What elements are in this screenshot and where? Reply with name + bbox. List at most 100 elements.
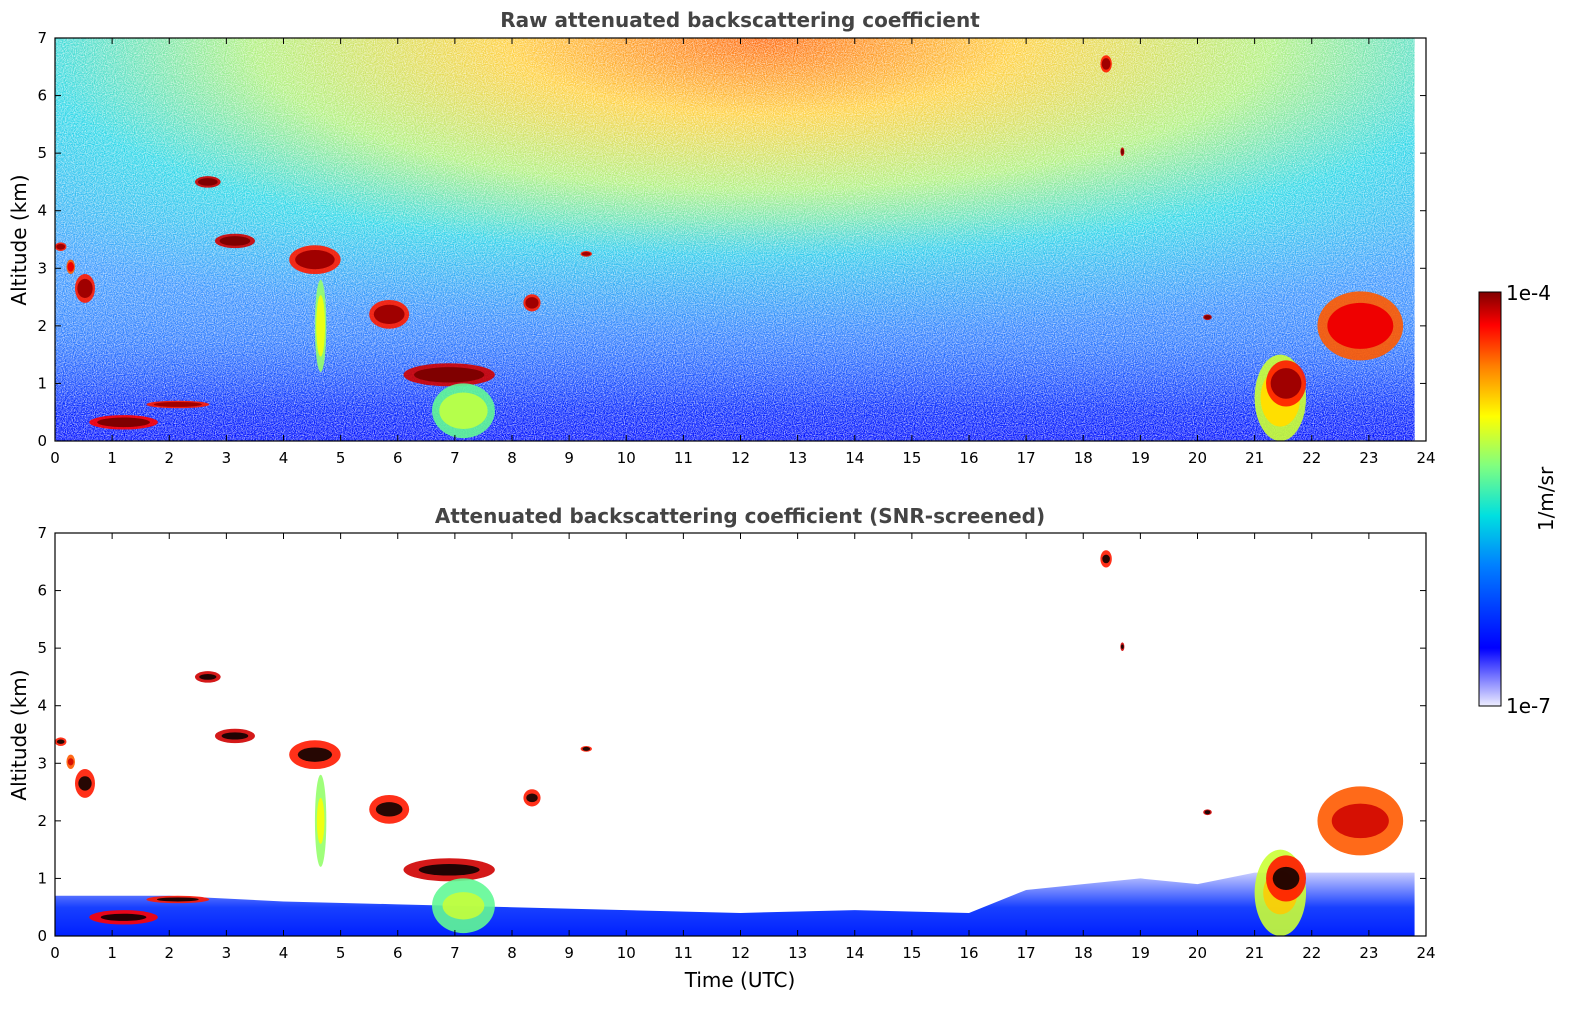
y-tick-label: 6 [37,87,47,105]
colorbar: 1e-4 1e-7 1/m/sr [1478,281,1558,718]
screened-cloud-core [297,747,333,762]
screened-cloud-core [1272,866,1300,890]
x-tick-label: 15 [902,449,921,467]
x-tick-label: 0 [50,449,60,467]
raw-noise-speckle [55,38,1415,441]
screened-cloud-core [418,864,480,876]
x-tick-label: 15 [902,944,921,962]
y-tick-label: 3 [37,754,47,772]
x-tick-label: 1 [107,944,117,962]
x-tick-label: 10 [617,944,636,962]
x-tick-label: 22 [1302,449,1321,467]
x-tick-label: 24 [1416,449,1435,467]
cloud-core [1204,315,1211,320]
x-tick-label: 19 [1131,449,1150,467]
y-tick-label: 6 [37,582,47,600]
y-tick-label: 0 [37,927,47,945]
x-tick-label: 11 [674,944,693,962]
cloud-core [197,178,218,186]
y-tick-label: 2 [37,812,47,830]
screened-y-axis-label: Altitude (km) [7,669,31,800]
x-tick-label: 0 [50,944,60,962]
x-tick-label: 8 [507,449,517,467]
screened-axes-frame [54,532,1427,937]
cloud-core [581,251,591,256]
y-tick-label: 0 [37,432,47,450]
colorbar-scale [1478,291,1502,707]
colorbar-min-label: 1e-7 [1506,694,1551,718]
screened-cloud-core [78,776,92,791]
raw-panel-title: Raw attenuated backscattering coefficien… [500,8,980,32]
y-tick-label: 2 [37,317,47,335]
x-tick-label: 22 [1302,944,1321,962]
screened-panel: Attenuated backscattering coefficient (S… [7,504,1436,992]
x-tick-label: 5 [336,944,346,962]
screened-cloud-layers [55,550,1404,936]
x-tick-label: 17 [1017,944,1036,962]
y-tick-label: 3 [37,259,47,277]
x-tick-label: 14 [845,449,864,467]
screened-cloud-core [100,913,147,921]
cloud-core [373,304,405,324]
cloud-core [1120,148,1124,155]
screened-cloud-core [67,758,74,766]
x-tick-label: 7 [450,449,460,467]
x-tick-label: 8 [507,944,517,962]
screened-cloud-core [582,746,591,751]
screened-y-axis: 0 1 2 3 4 5 6 7 [37,524,1426,945]
x-tick-label: 3 [222,449,232,467]
screened-cloud-core [375,802,403,817]
cloud-core [219,236,251,246]
boundary-layer-signal [55,872,1415,936]
x-tick-label: 5 [336,449,346,467]
cloud-core [439,392,488,430]
x-tick-label: 20 [1188,944,1207,962]
cloud-core [1101,58,1111,70]
x-tick-label: 2 [164,449,174,467]
x-tick-label: 9 [564,944,574,962]
x-tick-label: 12 [731,944,750,962]
screened-cloud-core [1102,554,1110,564]
cloud-core [153,401,202,407]
raw-cloud-layers [55,55,1404,441]
x-tick-label: 23 [1359,944,1378,962]
y-tick-label: 1 [37,374,47,392]
x-tick-label: 7 [450,944,460,962]
screened-cloud-core [1204,810,1211,815]
colorbar-max-label: 1e-4 [1506,281,1551,305]
screened-x-axis: 0 1 2 3 4 5 6 7 8 9 10 11 12 13 14 15 16 17 18 19 20 21 22 23 24 [50,533,1436,962]
screened-cloud-core [56,739,65,744]
x-tick-label: 13 [788,449,807,467]
screened-cloud-core [526,793,538,803]
screened-cloud-core [221,732,249,740]
x-tick-label: 20 [1188,449,1207,467]
y-tick-label: 4 [37,202,47,220]
cloud-core [525,297,539,309]
x-tick-label: 4 [279,944,289,962]
screened-cloud-core [1331,803,1389,839]
x-tick-label: 16 [959,449,978,467]
screened-cloud-core [199,674,217,680]
x-tick-label: 18 [1074,944,1093,962]
screened-cloud-core [156,897,199,902]
cloud-core [77,278,93,299]
y-tick-label: 7 [37,524,47,542]
y-tick-label: 1 [37,869,47,887]
screened-cloud-core [442,892,485,920]
y-tick-label: 5 [37,144,47,162]
y-tick-label: 5 [37,639,47,657]
screened-panel-title: Attenuated backscattering coefficient (S… [435,504,1045,528]
raw-heatmap [55,38,1415,441]
y-tick-label: 4 [37,697,47,715]
x-tick-label: 6 [393,944,403,962]
screened-cloud-core [1121,644,1124,649]
x-tick-label: 16 [959,944,978,962]
x-tick-label: 19 [1131,944,1150,962]
cloud-core [67,262,75,272]
cloud-core [56,243,66,250]
x-tick-label: 18 [1074,449,1093,467]
y-tick-label: 7 [37,29,47,47]
x-tick-label: 3 [222,944,232,962]
x-tick-label: 2 [164,944,174,962]
x-tick-label: 12 [731,449,750,467]
